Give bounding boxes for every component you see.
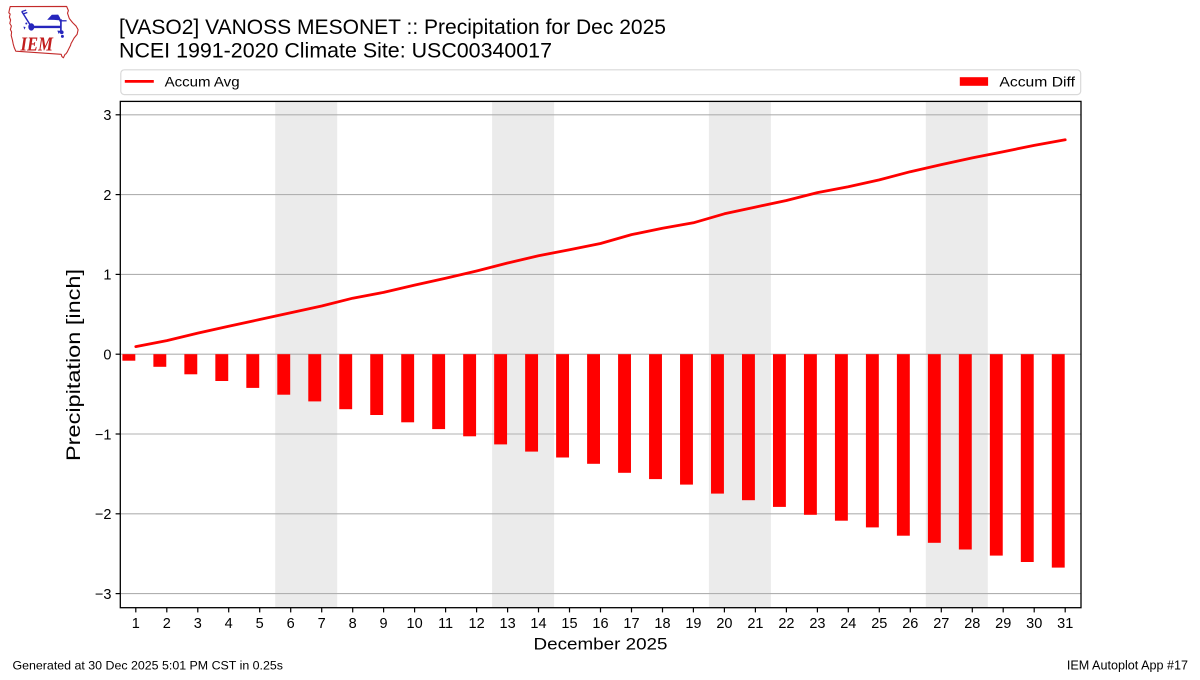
- svg-text:0: 0: [103, 348, 111, 364]
- svg-text:16: 16: [592, 616, 608, 632]
- svg-text:10: 10: [407, 616, 423, 632]
- svg-text:Accum Avg: Accum Avg: [165, 74, 240, 89]
- svg-text:IEM: IEM: [20, 34, 54, 56]
- svg-text:18: 18: [654, 616, 670, 632]
- svg-text:2: 2: [103, 188, 111, 204]
- svg-text:30: 30: [1026, 616, 1042, 632]
- svg-text:20: 20: [716, 616, 732, 632]
- svg-text:19: 19: [685, 616, 701, 632]
- svg-text:2: 2: [163, 616, 171, 632]
- svg-text:12: 12: [469, 616, 485, 632]
- svg-text:[VASO2] VANOSS MESONET :: Prec: [VASO2] VANOSS MESONET :: Precipitation …: [119, 16, 666, 39]
- svg-text:15: 15: [561, 616, 577, 632]
- svg-text:IEM Autoplot App #17: IEM Autoplot App #17: [1067, 658, 1188, 672]
- svg-text:1: 1: [103, 268, 111, 284]
- svg-text:7: 7: [318, 616, 326, 632]
- svg-text:NCEI 1991-2020 Climate Site: U: NCEI 1991-2020 Climate Site: USC00340017: [119, 40, 552, 63]
- svg-text:29: 29: [995, 616, 1011, 632]
- svg-text:1: 1: [132, 616, 140, 632]
- svg-text:8: 8: [349, 616, 357, 632]
- svg-text:9: 9: [380, 616, 388, 632]
- svg-text:28: 28: [964, 616, 980, 632]
- svg-text:3: 3: [194, 616, 202, 632]
- svg-text:17: 17: [623, 616, 639, 632]
- svg-text:25: 25: [871, 616, 887, 632]
- svg-text:Accum Diff: Accum Diff: [999, 74, 1075, 89]
- svg-text:Precipitation [inch]: Precipitation [inch]: [64, 269, 85, 461]
- svg-text:−1: −1: [95, 427, 112, 443]
- svg-text:27: 27: [933, 616, 949, 632]
- svg-text:4: 4: [225, 616, 233, 632]
- svg-text:5: 5: [256, 616, 264, 632]
- svg-text:December 2025: December 2025: [534, 636, 668, 654]
- svg-text:26: 26: [902, 616, 918, 632]
- svg-text:22: 22: [778, 616, 794, 632]
- svg-text:6: 6: [287, 616, 295, 632]
- svg-text:31: 31: [1057, 616, 1073, 632]
- svg-text:11: 11: [438, 616, 453, 632]
- svg-text:Generated at 30 Dec 2025 5:01: Generated at 30 Dec 2025 5:01 PM CST in …: [13, 658, 283, 672]
- svg-text:14: 14: [530, 616, 546, 632]
- svg-text:−3: −3: [95, 587, 112, 603]
- svg-text:24: 24: [840, 616, 856, 632]
- svg-text:−2: −2: [95, 507, 112, 523]
- svg-text:23: 23: [809, 616, 825, 632]
- svg-text:13: 13: [500, 616, 516, 632]
- svg-text:21: 21: [747, 616, 763, 632]
- svg-text:3: 3: [103, 108, 111, 124]
